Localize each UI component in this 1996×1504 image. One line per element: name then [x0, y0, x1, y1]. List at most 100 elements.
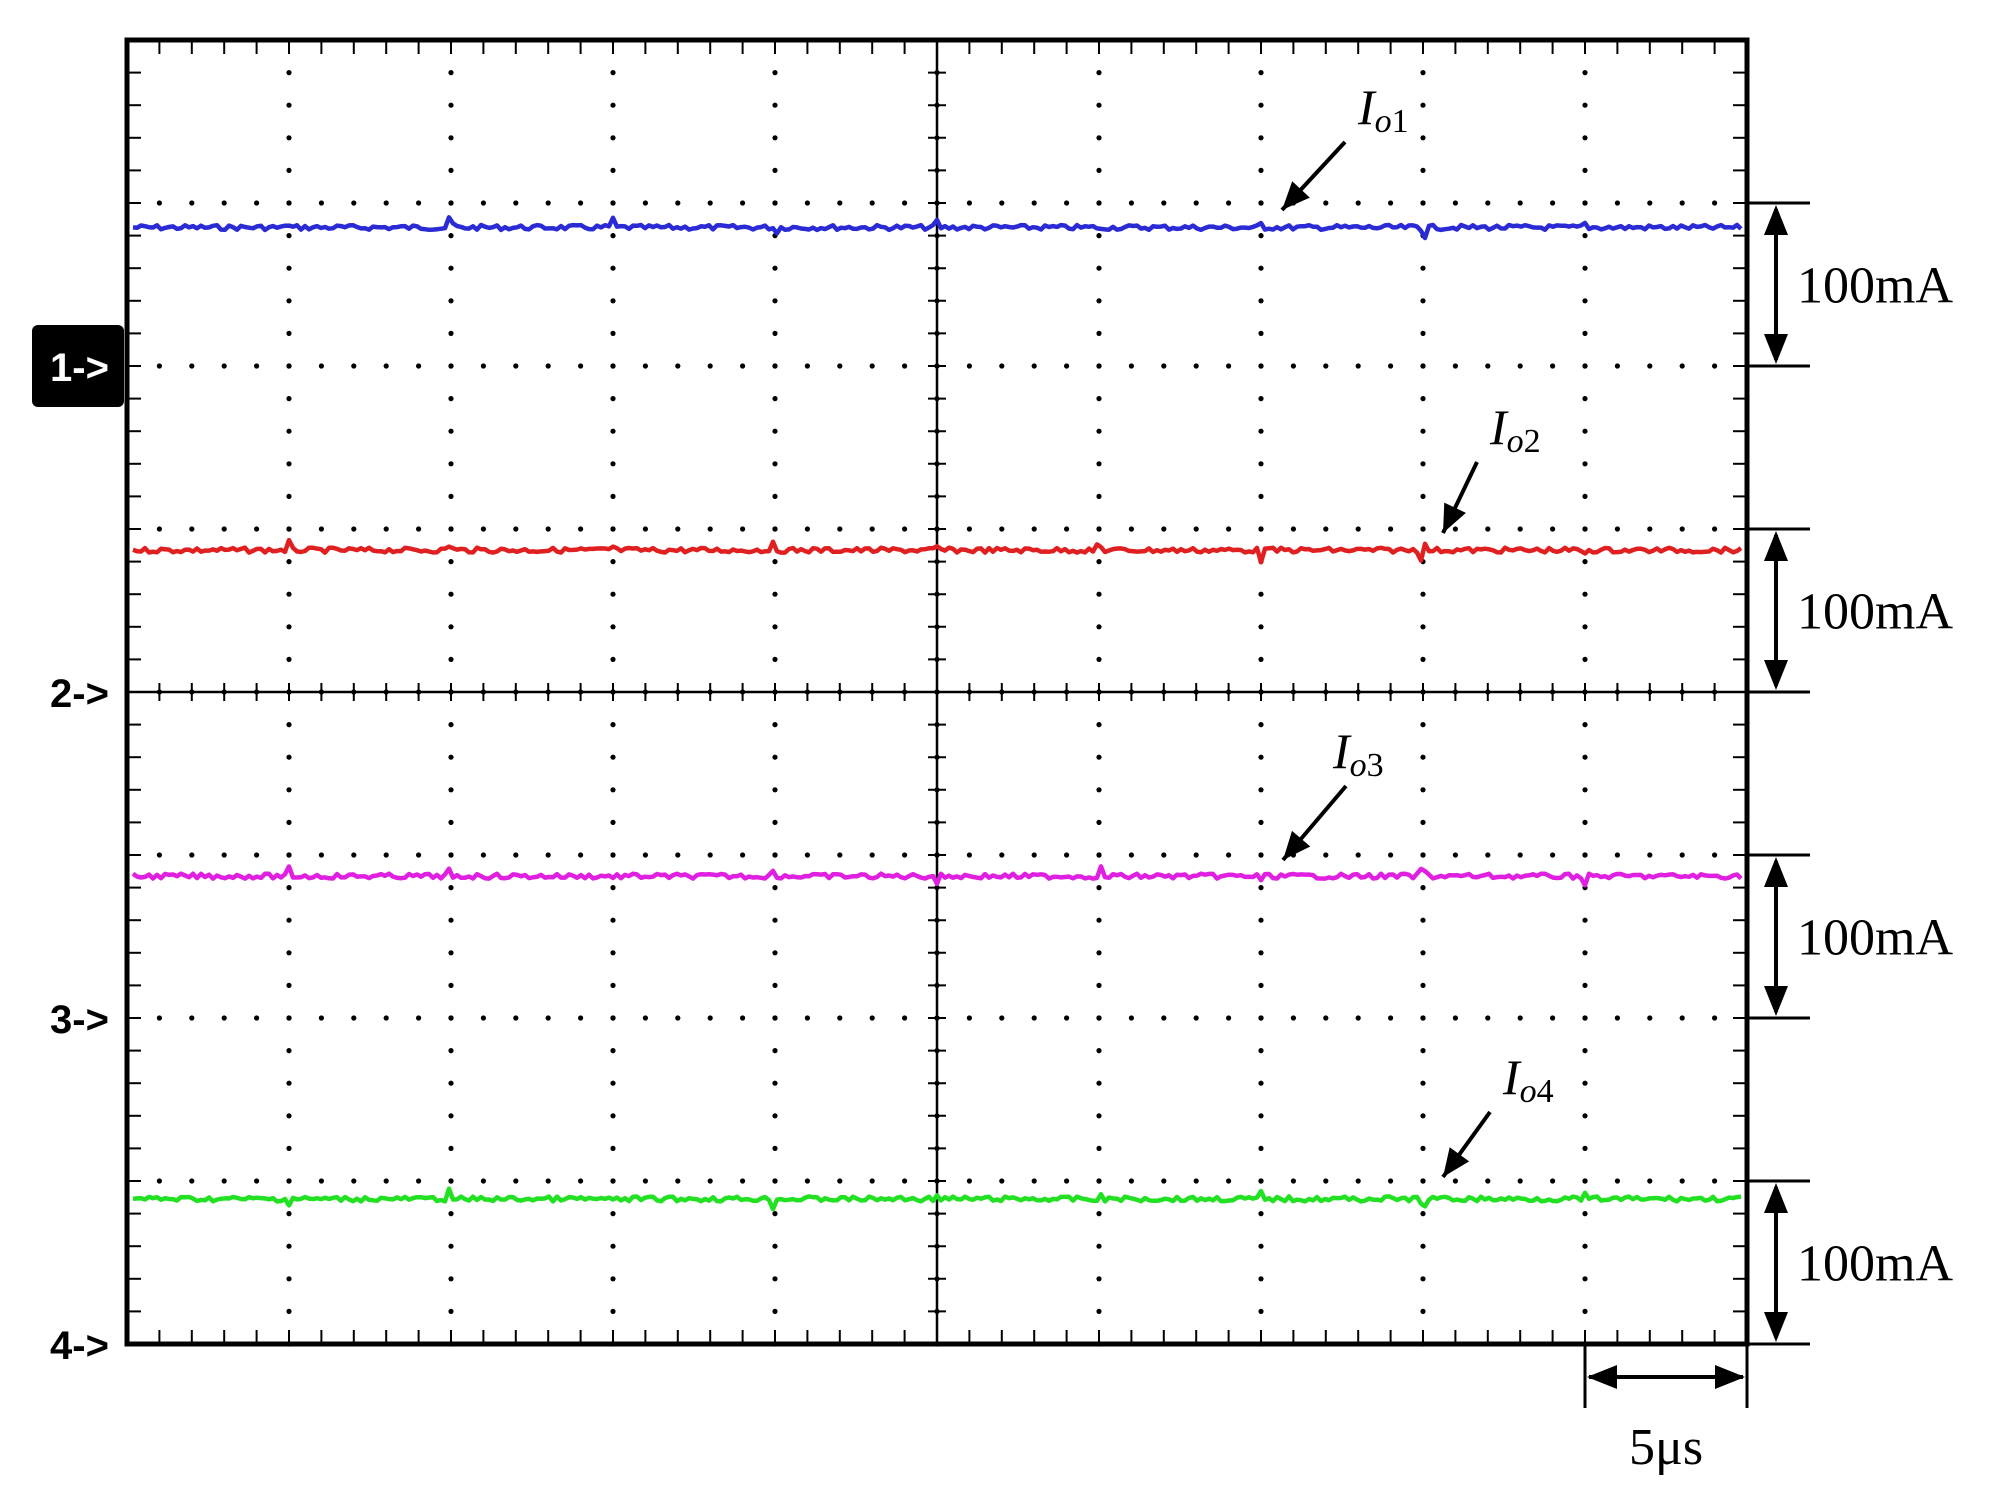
grid-dot — [1550, 363, 1556, 369]
grid-dot — [1614, 363, 1620, 369]
grid-dot — [869, 200, 875, 206]
grid-dot — [610, 950, 616, 956]
grid-dot — [1420, 982, 1426, 989]
grid-dot — [578, 1178, 584, 1184]
grid-dot — [448, 1211, 454, 1217]
grid-dot — [545, 852, 551, 858]
grid-dot — [772, 624, 778, 630]
grid-dot — [1582, 526, 1588, 532]
grid-dot — [999, 363, 1005, 369]
grid-dot — [642, 1015, 649, 1021]
grid-dot — [707, 1015, 713, 1021]
grid-dot — [610, 591, 616, 597]
grid-dot — [902, 1015, 908, 1021]
grid-dot — [1290, 1178, 1296, 1184]
grid-dot — [1128, 363, 1134, 369]
grid-dot — [642, 363, 649, 369]
grid-dot — [1161, 1015, 1167, 1021]
grid-dot — [740, 1178, 746, 1184]
grid-dot — [772, 917, 778, 923]
scale-bar-o1: 100mA — [1747, 201, 1953, 368]
grid-dot — [448, 1276, 454, 1282]
grid-dot — [804, 363, 811, 369]
grid-dot — [383, 363, 389, 369]
grid-dot — [772, 819, 778, 826]
grid-dot — [837, 526, 843, 532]
grid-dot — [1096, 1145, 1102, 1151]
grid-dot — [610, 461, 616, 467]
grid-dot — [966, 526, 973, 532]
grid-dot — [383, 1178, 389, 1184]
annotation-label-main: I — [1489, 399, 1509, 455]
grid-dot — [480, 1178, 486, 1184]
grid-dot — [1258, 233, 1264, 239]
grid-dot — [448, 363, 454, 369]
grid-dot — [675, 526, 681, 532]
grid-dot — [1485, 1015, 1491, 1021]
grid-dot — [286, 624, 292, 630]
grid-dot — [1096, 1308, 1102, 1314]
traces — [131, 215, 1743, 1212]
grid-dot — [1258, 982, 1264, 989]
grid-dot — [1517, 1015, 1523, 1021]
grid-dot — [448, 819, 454, 826]
time-scale-label: 5μs — [1629, 1419, 1703, 1476]
grid-dot — [610, 200, 616, 206]
grid-dot — [1258, 950, 1264, 956]
grid-dot — [448, 591, 454, 597]
grid-dot — [610, 1015, 616, 1021]
grid-dot — [1420, 265, 1426, 271]
grid-dot — [772, 298, 778, 304]
grid-dot — [772, 950, 778, 956]
grid-dot — [1679, 1015, 1685, 1021]
grid-dot — [1031, 1015, 1037, 1021]
grid-dot — [286, 265, 292, 271]
grid-dot — [772, 1080, 778, 1086]
grid-dot — [1582, 1211, 1588, 1217]
grid-dot — [1096, 1113, 1102, 1119]
grid-dot — [221, 852, 227, 858]
grid-dot — [772, 167, 778, 173]
grid-dot — [675, 200, 681, 206]
grid-dot — [1388, 200, 1394, 206]
channel-marker-3: 3-> — [50, 998, 109, 1042]
grid-dot — [1258, 1145, 1264, 1151]
grid-dot — [254, 200, 260, 206]
grid-dot — [610, 722, 616, 728]
grid-dot — [221, 1178, 227, 1184]
grid-dot — [1647, 363, 1653, 369]
grid-dot — [286, 200, 292, 206]
grid-dot — [1258, 1308, 1264, 1314]
grid-dot — [448, 428, 454, 434]
grid-dot — [610, 396, 616, 402]
grid-dot — [1258, 1243, 1264, 1249]
grid-dot — [837, 363, 843, 369]
grid-dot — [1420, 493, 1426, 499]
grid-dot — [286, 167, 292, 173]
grid-dot — [1550, 1178, 1556, 1184]
grid-dot — [286, 656, 292, 663]
scale-bar-arrowhead — [1764, 531, 1788, 561]
grid-dot — [1420, 1211, 1426, 1217]
grid-dot — [1420, 591, 1426, 597]
scale-bar-label: 100mA — [1797, 1236, 1953, 1293]
grid-dot — [480, 1015, 486, 1021]
grid-dot — [1258, 428, 1264, 434]
grid-dot — [448, 754, 454, 760]
grid-dot — [286, 135, 292, 141]
grid-dot — [1582, 233, 1588, 239]
grid-dot — [448, 330, 454, 336]
grid-dot — [351, 852, 357, 858]
scale-bar-arrowhead — [1764, 660, 1788, 690]
grid-dot — [448, 233, 454, 239]
grid-dot — [772, 885, 778, 891]
grid-dot — [578, 1015, 584, 1021]
trace-o3 — [131, 864, 1743, 888]
grid-dot — [1323, 363, 1329, 369]
grid-dot — [610, 363, 616, 369]
grid-dot — [254, 1015, 260, 1021]
grid-dot — [1582, 1113, 1588, 1119]
grid-dot — [1096, 167, 1102, 173]
grid-dot — [1258, 591, 1264, 597]
annotation-o1: Io1 — [1280, 79, 1409, 212]
